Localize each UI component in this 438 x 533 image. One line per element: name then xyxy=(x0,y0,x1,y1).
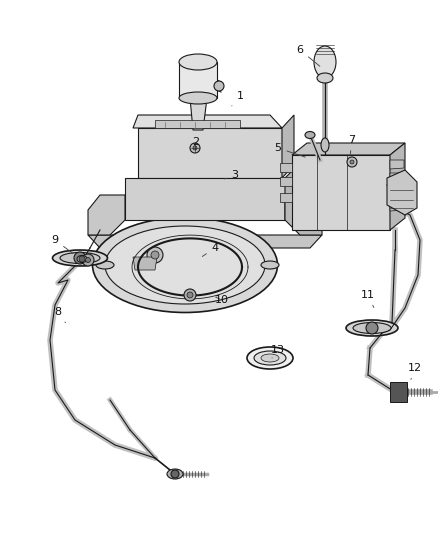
Polygon shape xyxy=(280,163,292,172)
Text: 12: 12 xyxy=(408,363,422,379)
Polygon shape xyxy=(390,143,405,230)
Circle shape xyxy=(184,289,196,301)
Polygon shape xyxy=(133,257,157,270)
Circle shape xyxy=(85,257,91,262)
Text: 4: 4 xyxy=(202,243,219,256)
Text: 2: 2 xyxy=(192,137,200,147)
Text: 5: 5 xyxy=(275,143,305,157)
Text: 1: 1 xyxy=(232,91,244,106)
Polygon shape xyxy=(282,115,294,178)
Polygon shape xyxy=(390,187,404,196)
Polygon shape xyxy=(125,178,285,220)
Text: 10: 10 xyxy=(215,295,229,305)
Polygon shape xyxy=(387,170,417,215)
Ellipse shape xyxy=(254,351,286,365)
Ellipse shape xyxy=(105,226,265,304)
Text: 9: 9 xyxy=(51,235,73,253)
Ellipse shape xyxy=(179,92,217,104)
Text: 3: 3 xyxy=(225,170,239,180)
Polygon shape xyxy=(285,195,322,235)
Polygon shape xyxy=(292,155,390,230)
Ellipse shape xyxy=(96,261,114,269)
Polygon shape xyxy=(280,177,292,186)
Polygon shape xyxy=(285,165,298,220)
Polygon shape xyxy=(390,160,404,169)
Circle shape xyxy=(187,292,193,298)
Circle shape xyxy=(193,146,197,150)
Polygon shape xyxy=(133,115,282,128)
Circle shape xyxy=(171,470,179,478)
Text: 7: 7 xyxy=(349,135,356,154)
Text: 8: 8 xyxy=(54,307,65,322)
Text: 11: 11 xyxy=(361,290,375,308)
Circle shape xyxy=(151,251,159,259)
Text: 6: 6 xyxy=(297,45,320,66)
Ellipse shape xyxy=(346,320,398,336)
Ellipse shape xyxy=(317,73,333,83)
Circle shape xyxy=(350,160,354,164)
Polygon shape xyxy=(390,202,404,211)
Ellipse shape xyxy=(261,354,279,362)
Polygon shape xyxy=(280,193,292,202)
Ellipse shape xyxy=(60,253,100,263)
Ellipse shape xyxy=(353,322,391,334)
Ellipse shape xyxy=(77,255,87,262)
Polygon shape xyxy=(88,195,125,235)
Circle shape xyxy=(347,157,357,167)
Polygon shape xyxy=(292,143,405,155)
Ellipse shape xyxy=(305,132,315,139)
Ellipse shape xyxy=(321,138,329,152)
Circle shape xyxy=(190,143,200,153)
Polygon shape xyxy=(155,120,240,128)
Ellipse shape xyxy=(261,261,279,269)
Ellipse shape xyxy=(53,250,107,266)
Polygon shape xyxy=(88,235,322,248)
Ellipse shape xyxy=(179,54,217,70)
Circle shape xyxy=(366,322,378,334)
Ellipse shape xyxy=(314,46,336,78)
Polygon shape xyxy=(190,98,207,130)
Text: 13: 13 xyxy=(271,345,285,358)
Circle shape xyxy=(214,81,224,91)
Ellipse shape xyxy=(247,347,293,369)
Circle shape xyxy=(147,247,163,263)
Ellipse shape xyxy=(92,217,278,312)
Polygon shape xyxy=(390,382,407,402)
Polygon shape xyxy=(179,62,217,98)
Ellipse shape xyxy=(167,469,183,479)
Circle shape xyxy=(74,252,86,264)
Polygon shape xyxy=(390,173,404,182)
Polygon shape xyxy=(138,128,282,178)
Circle shape xyxy=(82,254,94,266)
Circle shape xyxy=(79,256,85,262)
